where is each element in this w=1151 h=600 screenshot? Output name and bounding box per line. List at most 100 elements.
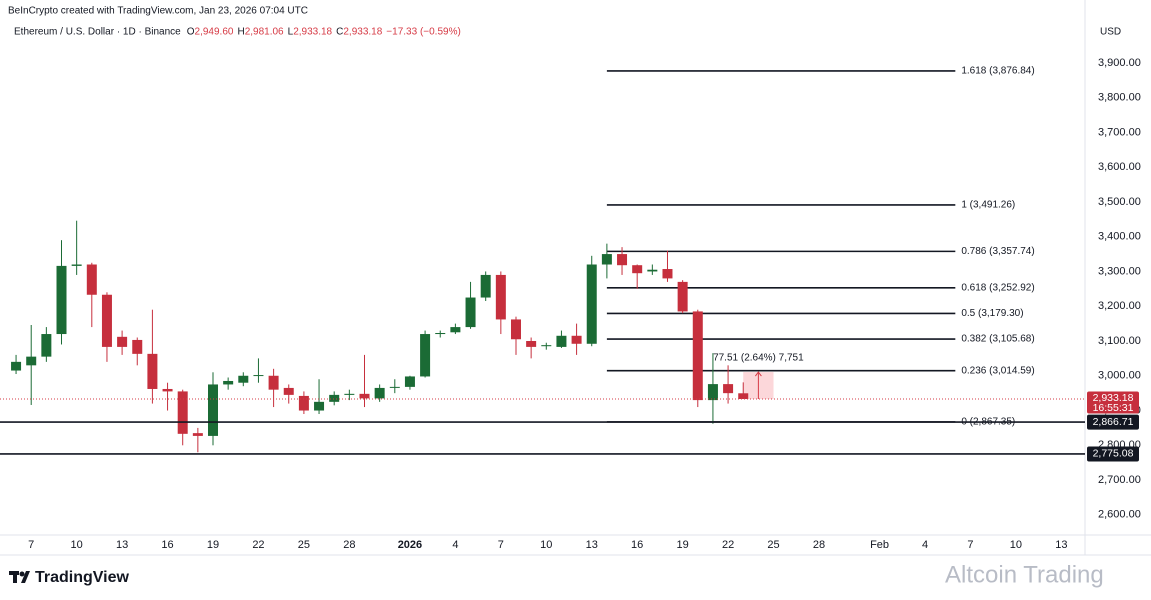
brand: TradingView	[35, 569, 130, 586]
ohlc-value: 2,981.06	[245, 27, 284, 38]
x-tick-label: 4	[922, 539, 928, 551]
x-tick-label: 13	[586, 539, 598, 551]
candle-body	[41, 334, 52, 357]
candle-body	[404, 376, 415, 387]
price-tag	[1087, 414, 1139, 430]
candle-body	[692, 311, 703, 401]
x-tick-label: Feb	[870, 539, 889, 551]
x-tick-label: 10	[1010, 539, 1022, 551]
x-tick-label: 28	[813, 539, 825, 551]
symbol: Ethereum / U.S. Dollar · 1D · Binance	[14, 27, 181, 38]
candle-body	[738, 393, 749, 399]
x-tick-label: 10	[540, 539, 552, 551]
x-tick-label: 22	[722, 539, 734, 551]
ohlc-key: H	[237, 27, 244, 38]
change: −17.33 (−0.59%)	[386, 27, 461, 38]
candle-body	[541, 345, 552, 347]
candle-body	[617, 254, 628, 266]
candle-body	[223, 380, 234, 385]
candle-body	[238, 375, 249, 383]
candle-body	[662, 269, 673, 279]
x-tick-label: 7	[967, 539, 973, 551]
x-tick-label: 4	[452, 539, 458, 551]
candle-body	[344, 393, 355, 395]
y-tick-label: 3,600.00	[1098, 161, 1141, 173]
candle-body	[374, 387, 385, 399]
candle-body	[314, 401, 325, 411]
y-tick-label: 3,300.00	[1098, 265, 1141, 277]
candle-body	[510, 319, 521, 340]
candle-body	[495, 274, 506, 320]
x-tick-label: 19	[677, 539, 689, 551]
y-tick-label: 3,500.00	[1098, 196, 1141, 208]
candle-body	[298, 395, 309, 411]
candle-body	[117, 336, 128, 347]
candle-body	[11, 361, 22, 371]
y-tick-label: 3,200.00	[1098, 300, 1141, 312]
brand-logo	[9, 571, 30, 583]
candle-body	[56, 265, 67, 335]
fib-label: 0.786 (3,357.74)	[961, 246, 1034, 257]
fib-label: 0.618 (3,252.92)	[961, 282, 1034, 293]
fib-label: 1 (3,491.26)	[961, 200, 1015, 211]
candle-body	[208, 384, 219, 436]
x-tick-label: 19	[207, 539, 219, 551]
candle-body	[586, 264, 597, 344]
fib-label: 0.236 (3,014.59)	[961, 365, 1034, 376]
candle-body	[677, 281, 688, 312]
x-tick-label: 28	[343, 539, 355, 551]
candle-body	[177, 391, 188, 434]
candle-body	[526, 340, 537, 347]
y-tick-label: 3,900.00	[1098, 57, 1141, 69]
x-tick-label: 7	[28, 539, 34, 551]
candle-body	[359, 393, 370, 399]
fib-label: 1.618 (3,876.84)	[961, 66, 1034, 77]
candle-body	[71, 264, 82, 266]
candle-body	[162, 388, 173, 392]
candle-body	[283, 387, 294, 395]
measure-label: 77.51 (2.64%) 7,751	[713, 353, 804, 364]
fib-label: 0.382 (3,105.68)	[961, 334, 1034, 345]
ohlc-key: C	[336, 27, 343, 38]
candle-body	[268, 375, 279, 390]
y-tick-label: 3,700.00	[1098, 126, 1141, 138]
x-tick-label: 10	[71, 539, 83, 551]
countdown: 16:55:31	[1093, 402, 1134, 414]
candle-body	[450, 327, 461, 333]
y-tick-label: 3,000.00	[1098, 370, 1141, 382]
y-tick-label: 3,800.00	[1098, 92, 1141, 104]
y-tick-label: 3,400.00	[1098, 231, 1141, 243]
candle-body	[132, 339, 143, 354]
x-tick-label: 13	[1055, 539, 1067, 551]
candle-body	[556, 335, 567, 347]
currency: USD	[1100, 27, 1121, 38]
watermark: Altcoin Trading	[945, 561, 1104, 588]
x-tick-label: 25	[767, 539, 779, 551]
candle-body	[147, 353, 158, 389]
candle-body	[101, 294, 112, 347]
price-tag-label: 2,866.71	[1093, 416, 1134, 428]
measure-arrowhead	[754, 371, 762, 377]
ohlc-key: O	[187, 27, 195, 38]
candle-body	[389, 386, 400, 388]
x-tick-label: 7	[498, 539, 504, 551]
candle-body	[329, 394, 340, 402]
price-tag	[1087, 446, 1139, 462]
x-tick-label: 16	[631, 539, 643, 551]
candle-body	[707, 384, 718, 401]
candle-body	[192, 433, 203, 436]
candle-body	[465, 297, 476, 328]
candle-body	[86, 264, 97, 295]
last-price-tag	[1087, 391, 1139, 414]
x-tick-label: 25	[298, 539, 310, 551]
candle-body	[632, 265, 643, 274]
y-tick-label: 3,100.00	[1098, 335, 1141, 347]
candle-body	[253, 375, 264, 377]
ohlc-value: 2,933.18	[293, 27, 332, 38]
x-tick-label: 22	[252, 539, 264, 551]
x-tick-label: 2026	[398, 539, 422, 551]
x-tick-label: 13	[116, 539, 128, 551]
candle-body	[723, 384, 734, 394]
